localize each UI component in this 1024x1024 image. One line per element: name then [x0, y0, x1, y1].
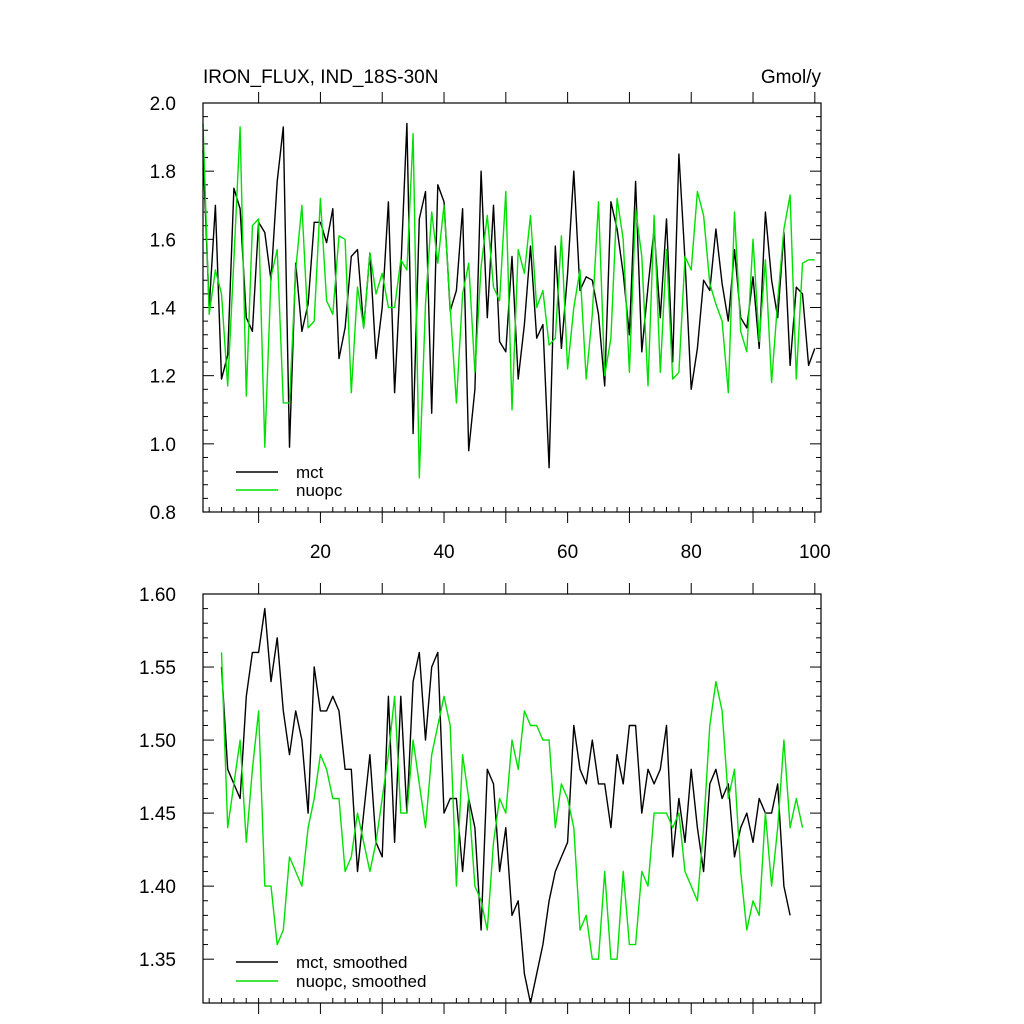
top-chart-legend: mct nuopc	[236, 463, 343, 500]
bottom-chart-panel: 1.35 1.40 1.45 1.50 1.55 1.60 mct, smoothed n…	[139, 583, 822, 1014]
y-tick-label: 1.50	[139, 731, 176, 752]
y-tick-label: 1.2	[150, 367, 176, 388]
x-tick-label: 60	[557, 542, 578, 563]
bottom-chart-legend: mct, smoothed nuopc, smoothed	[236, 953, 426, 991]
x-tick-label: 100	[799, 542, 831, 563]
y-tick-label: 1.6	[150, 230, 176, 251]
series-line-nuopc	[202, 123, 815, 479]
units-label: Gmol/y	[761, 67, 822, 88]
y-tick-label: 1.35	[139, 950, 176, 971]
y-tick-label: 1.40	[139, 877, 176, 898]
x-tick-label: 80	[681, 542, 702, 563]
y-tick-label: 1.60	[139, 585, 176, 606]
y-tick-label: 1.4	[150, 299, 177, 320]
series-line-nuopc-smoothed	[220, 652, 804, 960]
top-chart-ticks: 0.8 1.0 1.2 1.4 1.6 1.8 2.0 20 40 60 80 100	[150, 92, 831, 563]
bottom-chart-series	[220, 607, 804, 1004]
legend-label-mct: mct	[296, 463, 324, 482]
bottom-chart-frame	[202, 593, 822, 1004]
y-tick-label: 1.55	[139, 658, 176, 679]
top-chart-frame	[202, 102, 822, 513]
chart-title: IRON_FLUX, IND_18S-30N	[203, 67, 438, 88]
series-line-mct-smoothed	[220, 607, 791, 1004]
y-tick-label: 1.0	[150, 435, 176, 456]
x-tick-label: 20	[310, 542, 331, 563]
legend-label-nuopc-smoothed: nuopc, smoothed	[296, 972, 426, 991]
top-chart-series	[202, 122, 816, 479]
x-tick-label: 40	[433, 542, 454, 563]
y-tick-label: 2.0	[150, 94, 176, 115]
legend-label-mct-smoothed: mct, smoothed	[296, 953, 408, 972]
legend-label-nuopc: nuopc	[296, 481, 343, 500]
y-tick-label: 1.8	[150, 162, 176, 183]
y-tick-label: 0.8	[150, 503, 176, 524]
top-chart-panel: IRON_FLUX, IND_18S-30N Gmol/y 0.8 1.0 1.2 1…	[150, 67, 831, 563]
y-tick-label: 1.45	[139, 804, 176, 825]
bottom-chart-ticks: 1.35 1.40 1.45 1.50 1.55 1.60	[139, 583, 821, 1014]
